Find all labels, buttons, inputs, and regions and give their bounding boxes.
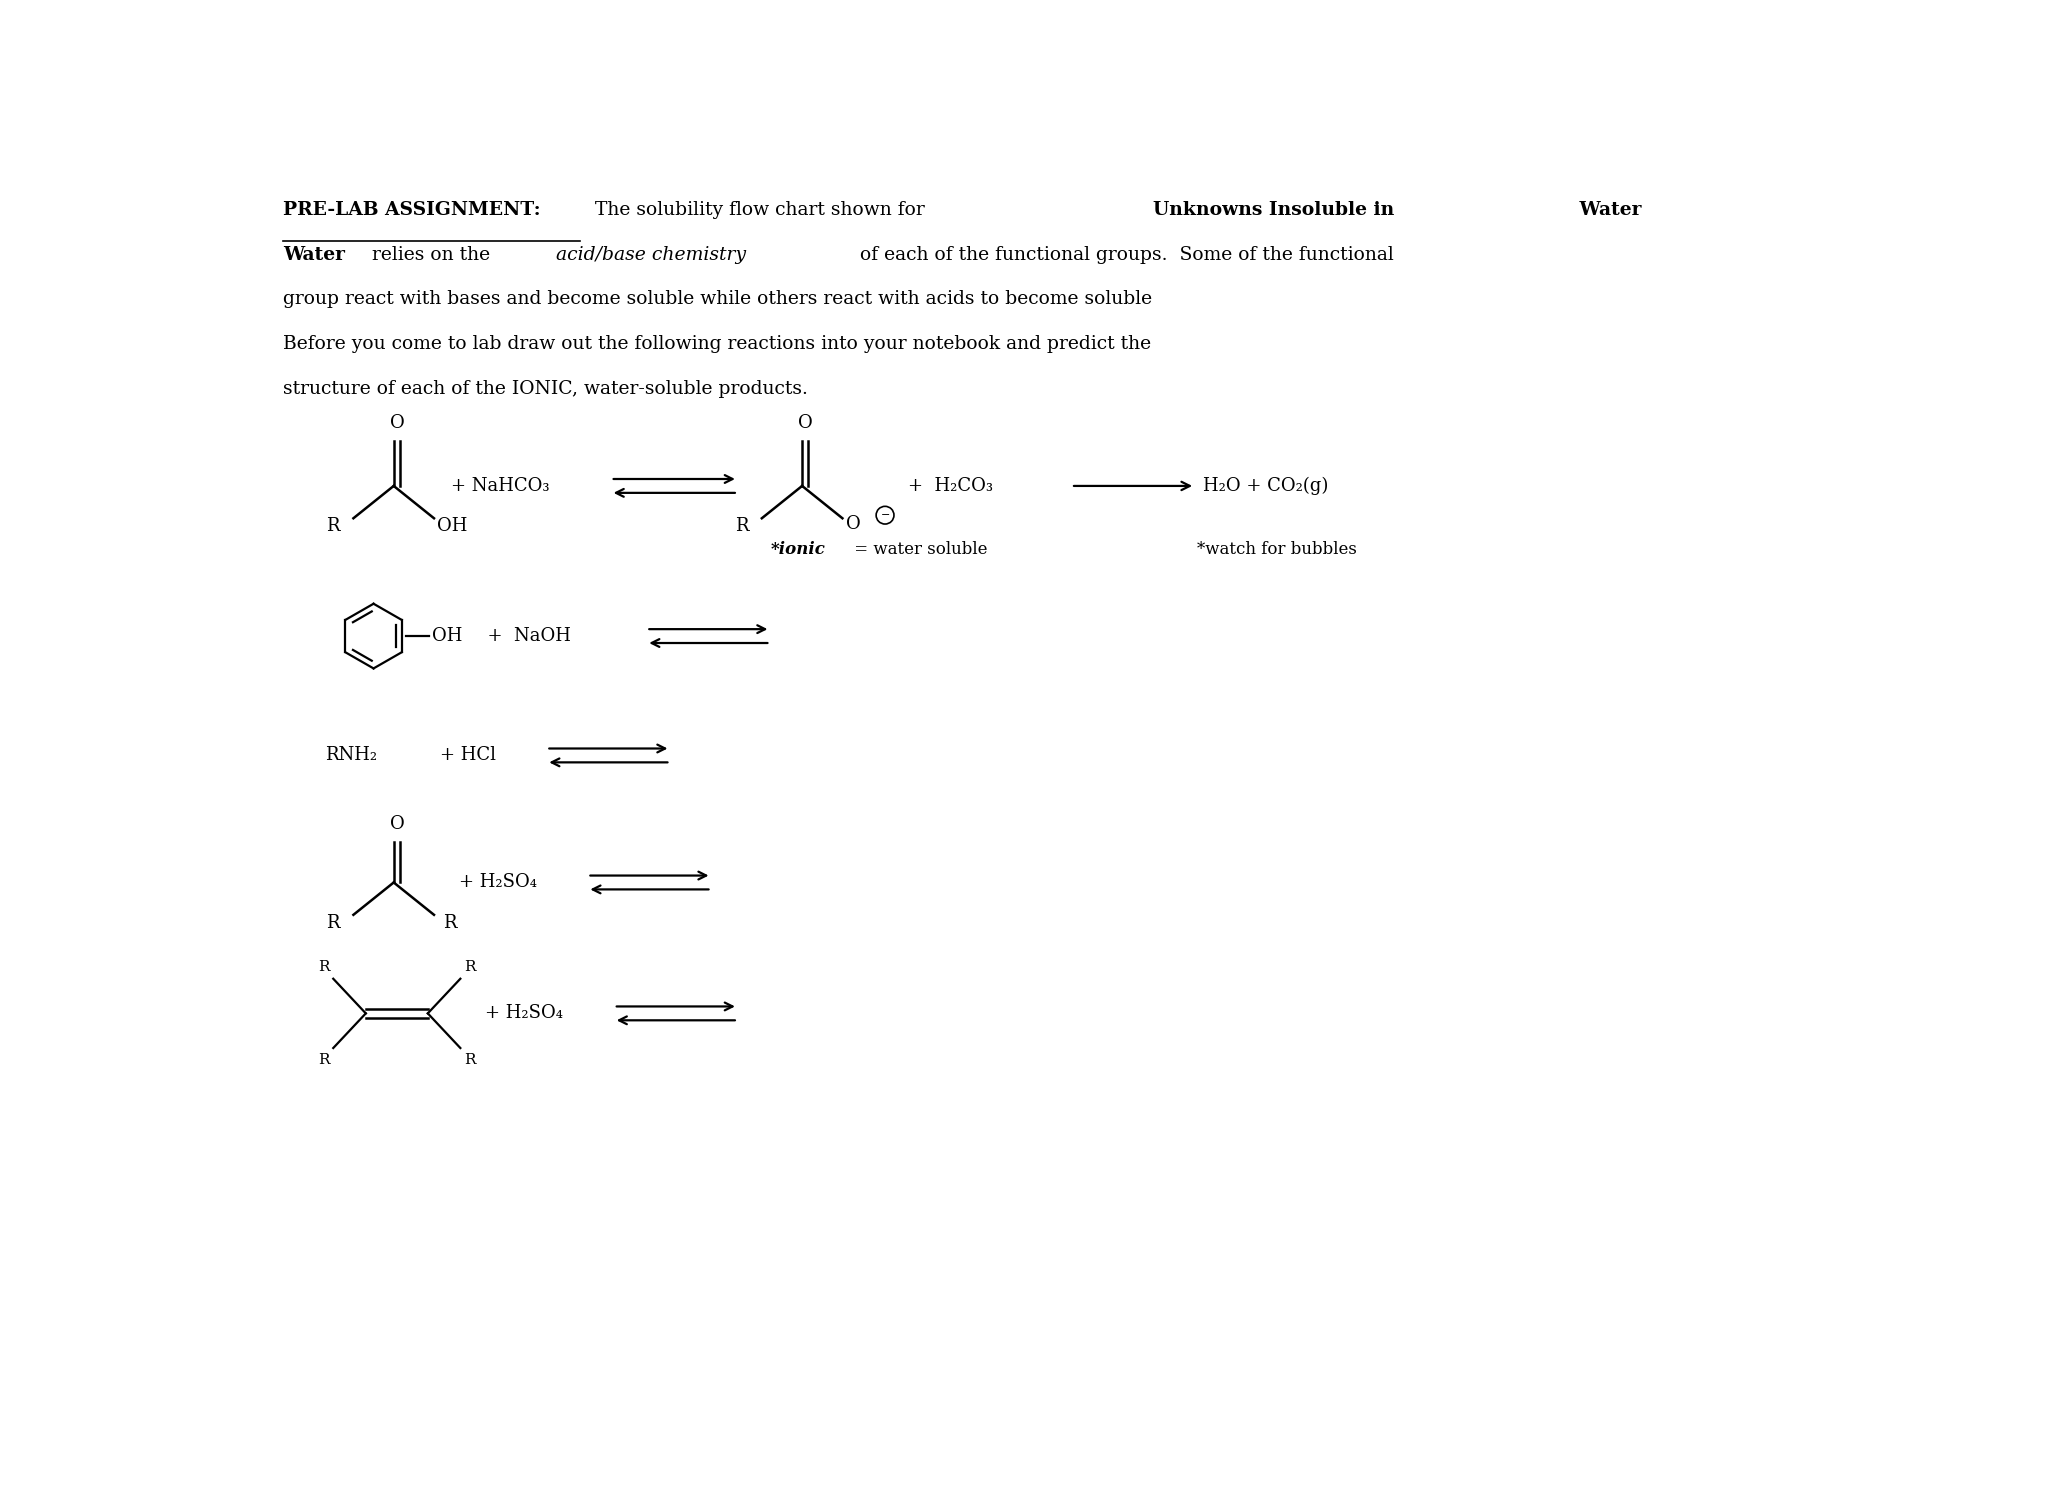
Text: + HCl: + HCl xyxy=(440,746,497,765)
Text: + H₂SO₄: + H₂SO₄ xyxy=(485,1005,563,1023)
Text: O: O xyxy=(391,816,405,834)
Text: R: R xyxy=(319,960,329,975)
Text: R: R xyxy=(735,517,749,535)
Text: Water: Water xyxy=(282,246,346,264)
Text: Before you come to lab draw out the following reactions into your notebook and p: Before you come to lab draw out the foll… xyxy=(282,335,1152,353)
Text: acid/base chemistry: acid/base chemistry xyxy=(557,246,747,264)
Text: + H₂SO₄: + H₂SO₄ xyxy=(458,874,536,892)
Text: +  NaOH: + NaOH xyxy=(477,626,571,644)
Text: R: R xyxy=(327,913,340,931)
Text: Water: Water xyxy=(1573,201,1641,219)
Text: PRE-LAB ASSIGNMENT:: PRE-LAB ASSIGNMENT: xyxy=(282,201,540,219)
Text: *watch for bubbles: *watch for bubbles xyxy=(1197,541,1356,557)
Text: = water soluble: = water soluble xyxy=(849,541,986,557)
Text: structure of each of the IONIC, water-soluble products.: structure of each of the IONIC, water-so… xyxy=(282,380,808,398)
Text: R: R xyxy=(442,913,456,931)
Text: O: O xyxy=(391,415,405,433)
Text: RNH₂: RNH₂ xyxy=(325,746,379,765)
Text: +  H₂CO₃: + H₂CO₃ xyxy=(908,478,992,496)
Text: *ionic: *ionic xyxy=(771,541,827,557)
Text: O: O xyxy=(798,415,812,433)
Text: −: − xyxy=(880,511,890,520)
Text: R: R xyxy=(327,517,340,535)
Text: of each of the functional groups.  Some of the functional: of each of the functional groups. Some o… xyxy=(853,246,1393,264)
Text: O: O xyxy=(845,515,859,533)
Text: R: R xyxy=(319,1053,329,1066)
Text: The solubility flow chart shown for: The solubility flow chart shown for xyxy=(583,201,931,219)
Text: R: R xyxy=(464,1053,475,1066)
Text: + NaHCO₃: + NaHCO₃ xyxy=(450,478,550,496)
Text: Unknowns Insoluble in: Unknowns Insoluble in xyxy=(1154,201,1395,219)
Text: R: R xyxy=(464,960,475,975)
Text: OH: OH xyxy=(438,517,466,535)
Text: relies on the: relies on the xyxy=(366,246,495,264)
Text: H₂O + CO₂(g): H₂O + CO₂(g) xyxy=(1203,476,1328,496)
Text: group react with bases and become soluble while others react with acids to becom: group react with bases and become solubl… xyxy=(282,290,1152,308)
Text: OH: OH xyxy=(432,626,462,644)
